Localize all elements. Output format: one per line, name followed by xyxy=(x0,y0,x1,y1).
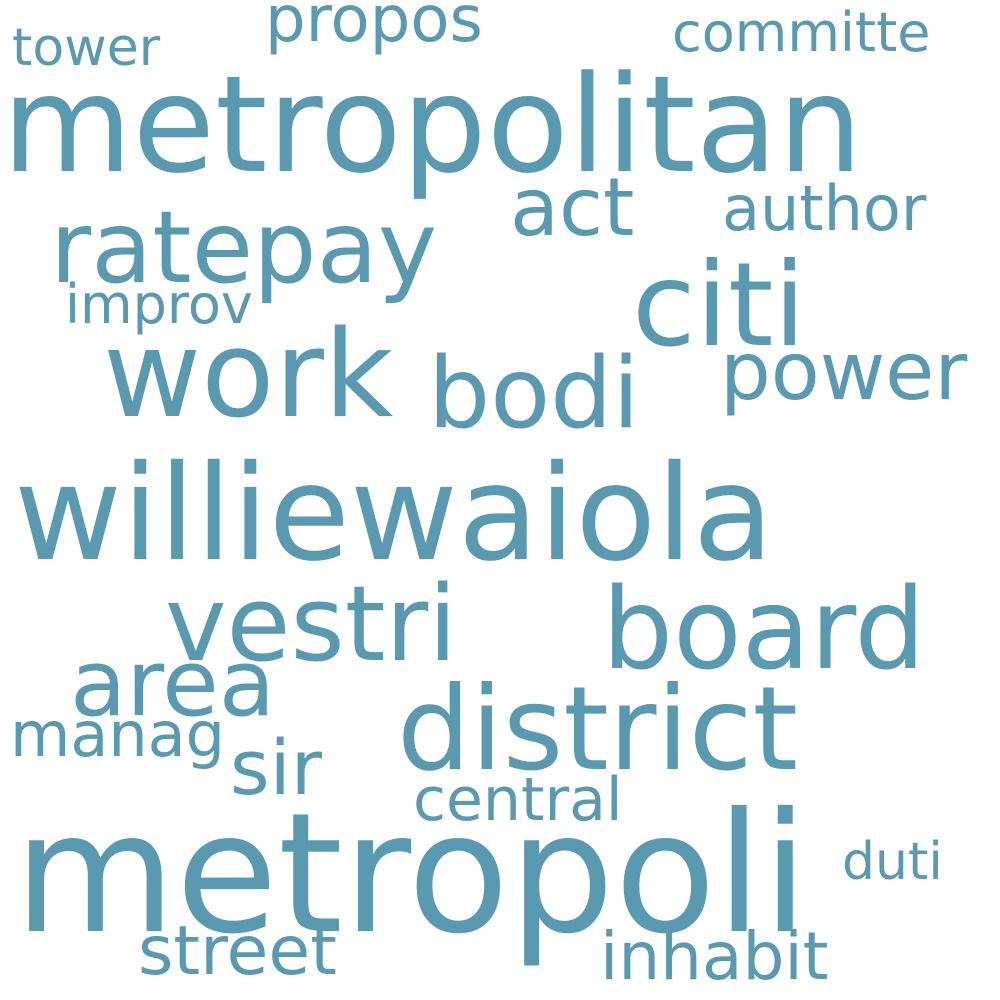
word-propos: propos xyxy=(265,0,483,57)
word-duti: duti xyxy=(842,832,943,892)
word-improv: improv xyxy=(65,273,253,336)
word-metropoli: metropoli xyxy=(14,778,809,971)
word-power: power xyxy=(720,325,968,418)
word-area: area xyxy=(70,630,276,737)
word-sir: sir xyxy=(230,723,322,812)
word-committe: committe xyxy=(672,1,931,64)
word-citi: citi xyxy=(632,238,806,373)
word-street: street xyxy=(138,912,337,991)
word-tower: tower xyxy=(12,18,161,78)
word-central: central xyxy=(413,765,623,835)
word-bodi: bodi xyxy=(428,337,640,451)
word-inhabit: inhabit xyxy=(600,918,829,995)
word-act: act xyxy=(510,161,635,254)
word-work: work xyxy=(103,306,394,445)
word-ratepay: ratepay xyxy=(50,189,438,306)
word-board: board xyxy=(602,565,926,695)
word-author: author xyxy=(722,172,927,245)
word-manag: manag xyxy=(10,698,226,771)
word-vestri: vestri xyxy=(165,563,458,685)
word-district: district xyxy=(397,662,798,797)
word-metropolitan: metropolitan xyxy=(2,47,863,203)
word-williewaiola: williewaiola xyxy=(14,437,774,591)
